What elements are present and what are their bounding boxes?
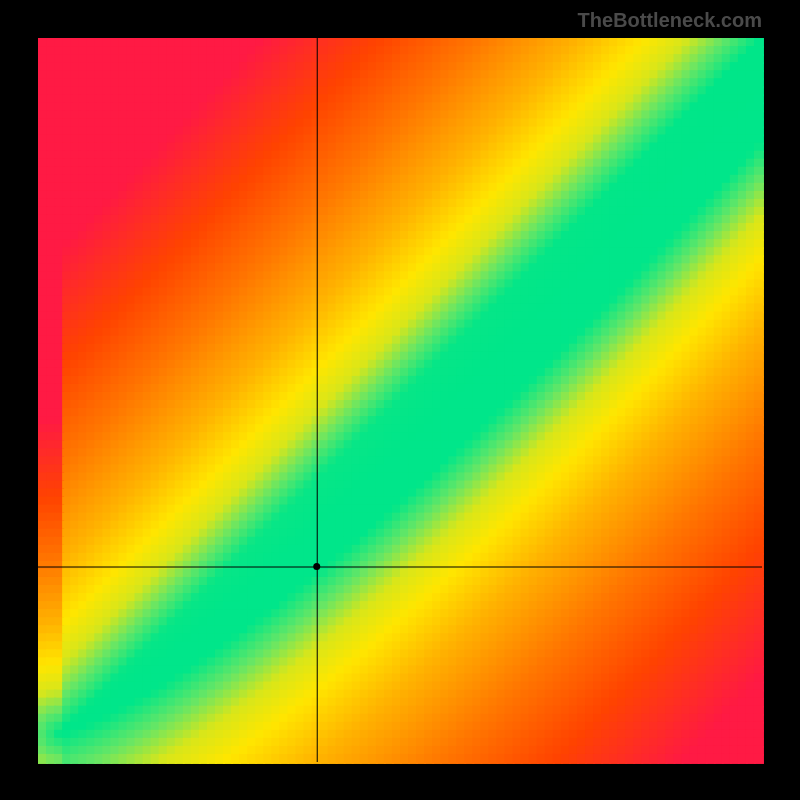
heatmap-canvas <box>0 0 800 800</box>
watermark-text: TheBottleneck.com <box>578 10 762 33</box>
chart-container: TheBottleneck.com <box>0 0 800 800</box>
